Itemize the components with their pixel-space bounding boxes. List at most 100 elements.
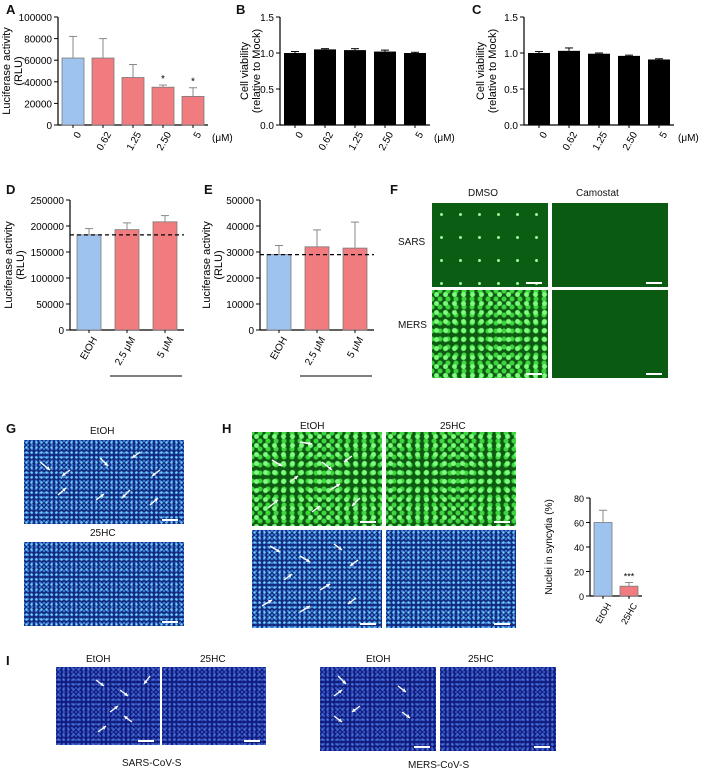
i-right-25hc: 25HC [468, 654, 494, 665]
x-tick-label: 0 [538, 130, 551, 141]
y-tick-label: 0.0 [260, 121, 274, 132]
h-image-dapi-etoh [252, 530, 382, 628]
y-tick-label: 0.5 [504, 85, 518, 96]
y-tick-label: 1.0 [504, 49, 518, 60]
x-axis-unit: (μM) [434, 133, 455, 144]
g-label-etoh: EtOH [90, 426, 115, 437]
y-tick-label: 100000 [19, 13, 53, 24]
i-image-sars-25hc [162, 667, 266, 745]
i-caption-mers: MERS-CoV-S [408, 760, 470, 771]
i-left-25hc: 25HC [200, 654, 226, 665]
x-tick-label: 25HC [619, 601, 639, 626]
y-tick-label: 0.0 [504, 121, 518, 132]
bar [181, 95, 205, 126]
x-tick-label: 2.50 [155, 130, 174, 153]
y-tick-label: 0 [579, 592, 584, 602]
x-tick-label: 1.25 [347, 130, 366, 153]
panel-letter-f: F [390, 182, 398, 197]
bar [588, 53, 610, 125]
y-axis-label: Cell viability [239, 41, 251, 100]
x-tick-label: EtOH [78, 335, 100, 362]
x-tick-label: 2.5 μM [113, 335, 138, 367]
f-row-mers: MERS [398, 320, 427, 331]
x-tick-label: 5 μM [155, 335, 176, 360]
y-axis-label: Luciferase activity [1, 27, 13, 115]
i-image-mers-etoh [320, 667, 436, 751]
x-tick-label: 0.62 [561, 130, 580, 153]
x-tick-label: 2.5 μM [303, 335, 328, 367]
g-image-etoh [24, 440, 184, 524]
h-col-25hc: 25HC [440, 421, 466, 432]
y-tick-label: 10000 [226, 300, 254, 311]
y-tick-label: 80 [574, 494, 584, 504]
i-caption-sars: SARS-CoV-S [122, 758, 182, 769]
y-tick-label: 40000 [226, 222, 254, 233]
y-tick-label: 0 [46, 121, 52, 132]
x-tick-label: 0 [294, 130, 307, 141]
bar [404, 53, 426, 125]
y-axis-label: (RLU) [13, 56, 25, 85]
y-tick-label: 0 [248, 326, 254, 337]
y-axis-label: Cell viability [475, 41, 487, 100]
x-tick-label: 2.50 [621, 130, 640, 153]
bar [61, 57, 85, 126]
g-image-25hc [24, 542, 184, 626]
x-tick-label: 5 [414, 130, 427, 141]
panel-letter-b: B [236, 2, 246, 17]
i-image-mers-25hc [440, 667, 556, 751]
chart-c: 0.0 0.5 1.0 1.5 Cell viability (relative to M… [475, 13, 699, 153]
f-image-sars-dmso [432, 203, 548, 287]
y-tick-label: 60000 [24, 56, 52, 67]
y-tick-label: 0.5 [260, 85, 274, 96]
f-image-mers-camostat [552, 290, 668, 378]
y-tick-label: 80000 [24, 35, 52, 46]
bar [114, 229, 140, 331]
panel-letter-e: E [204, 182, 213, 197]
x-tick-label: 1.25 [591, 130, 610, 153]
bar [374, 51, 396, 126]
panel-letter-h: H [222, 421, 232, 436]
significance-marker: *** [624, 572, 635, 582]
x-tick-label: 5 [658, 130, 671, 141]
x-tick-label: EtOH [268, 335, 290, 362]
chart-h: 0 20 40 60 80 Nuclei in syncytia (%) EtOH *** 25… [544, 494, 642, 626]
y-tick-label: 40000 [24, 78, 52, 89]
x-tick-label: 5 μM [345, 335, 366, 360]
y-tick-label: 20 [574, 568, 584, 578]
y-tick-label: 0 [58, 326, 64, 337]
x-tick-label: 2.50 [377, 130, 396, 153]
bar [76, 234, 102, 331]
y-tick-label: 40 [574, 543, 584, 553]
f-image-sars-camostat [552, 203, 668, 287]
chart-d: 0 50000 100000 150000 200000 250000 Luciferase… [3, 196, 184, 377]
y-tick-label: 1.0 [260, 49, 274, 60]
x-axis-unit: (μM) [212, 133, 233, 144]
x-tick-label: EtOH [594, 601, 614, 625]
bar [618, 55, 640, 125]
bar [342, 247, 368, 331]
y-axis-label: (RLU) [15, 250, 27, 279]
x-tick-label: 5 [192, 130, 205, 141]
h-image-gfp-etoh [252, 432, 382, 526]
y-tick-label: 1.5 [504, 13, 518, 24]
f-row-sars: SARS [398, 237, 426, 248]
bar [266, 254, 292, 331]
h-image-gfp-25hc [386, 432, 516, 526]
bar [121, 77, 145, 126]
y-axis-label: (relative to Mock) [251, 29, 263, 113]
i-right-etoh: EtOH [366, 654, 391, 665]
h-col-etoh: EtOH [300, 421, 325, 432]
bar [648, 59, 670, 126]
panel-letter-a: A [6, 2, 16, 17]
y-axis-label: (RLU) [213, 250, 225, 279]
bar [593, 522, 613, 597]
x-axis-unit: (μM) [678, 133, 699, 144]
panel-letter-d: D [6, 182, 16, 197]
chart-b: 0.0 0.5 1.0 1.5 Cell viability (relative to M… [239, 13, 455, 153]
panel-letter-c: C [472, 2, 482, 17]
y-axis-label: Nuclei in syncytia (%) [544, 499, 555, 595]
g-label-25hc: 25HC [90, 528, 116, 539]
bar [91, 57, 115, 126]
x-tick-label: 0.62 [95, 130, 114, 153]
panel-letter-g: G [6, 421, 17, 436]
